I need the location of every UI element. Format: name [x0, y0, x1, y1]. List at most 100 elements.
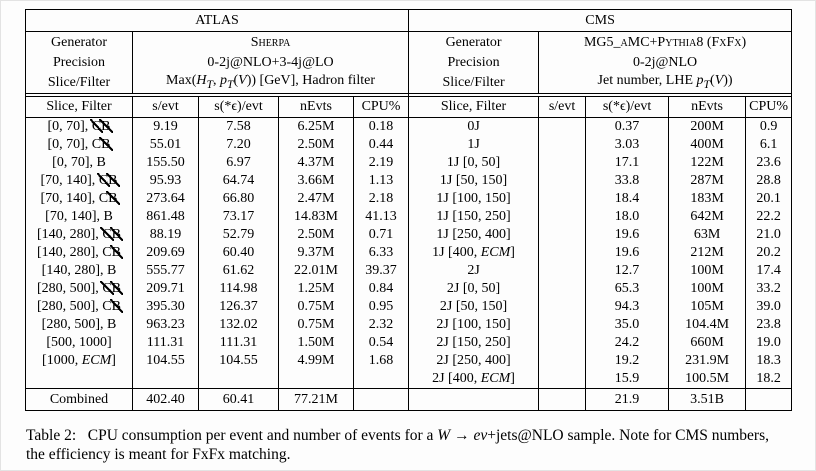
- atlas-cpu-cell: 2.19: [352, 153, 410, 172]
- cms-s-per-evt-cell: [538, 351, 587, 370]
- atlas-nevts-cell: 4.37M: [278, 153, 354, 172]
- cms-nevts-cell: 122M: [668, 153, 747, 172]
- cms-slice-filter-cell: 2J [400, ECM]: [408, 369, 540, 389]
- combined-row: Combined 402.40 60.41 77.21M 21.9 3.51B: [25, 387, 793, 411]
- cms-s-per-evt-cell: [538, 261, 587, 280]
- atlas-s-per-evt-cell: 104.55: [132, 351, 199, 370]
- table-row: [140, 280], CB 88.19 52.79 2.50M 0.71 1J [250…: [25, 225, 793, 244]
- cms-cpu-cell: 6.1: [745, 135, 793, 154]
- atlas-nevts-cell: [278, 369, 354, 389]
- cms-nevts-cell: 400M: [668, 135, 747, 154]
- cms-nevts-cell: 100.5M: [668, 369, 747, 389]
- cms-slice-filter-cell: 0J: [408, 117, 540, 136]
- table-header: ATLAS CMS Generator Sherpa Generator MG5…: [24, 9, 793, 118]
- cms-generator-value: MG5_aMC+Pythia8 (FxFx): [538, 31, 793, 52]
- atlas-s-per-evt-cell: 963.23: [132, 315, 199, 334]
- atlas-s-per-evt-cell: 55.01: [132, 135, 199, 154]
- table-row: [140, 280], B 555.77 61.62 22.01M 39.37 2J 12.…: [25, 261, 793, 280]
- cms-s-eff-per-evt-cell: 33.8: [585, 171, 670, 190]
- atlas-slice-filter-cell: [0, 70], CB: [25, 117, 133, 136]
- cms-slice-filter-value: Jet number, LHE pT(V)): [538, 72, 793, 94]
- table-row: 2J [400, ECM] 15.9 100.5M 18.2: [25, 369, 793, 389]
- atlas-nevts-cell: 2.50M: [278, 225, 354, 244]
- cms-s-eff-per-evt-cell: 19.6: [585, 225, 670, 244]
- cms-col-slice-filter: Slice, Filter: [408, 96, 540, 118]
- cms-cpu-cell: 17.4: [745, 261, 793, 280]
- atlas-s-eff-per-evt-cell: 132.02: [198, 315, 279, 334]
- atlas-nevts-cell: 77.21M: [278, 387, 354, 411]
- cms-s-per-evt-cell: [538, 333, 587, 352]
- cms-s-per-evt-cell: [538, 207, 587, 226]
- table-row: [1000, ECM] 104.55 104.55 4.99M 1.68 2J [250,…: [25, 351, 793, 370]
- atlas-slice-filter-cell: [70, 140], CB: [25, 171, 133, 190]
- cms-nevts-cell: 231.9M: [668, 351, 747, 370]
- atlas-cpu-cell: 1.13: [352, 171, 410, 190]
- atlas-col-cpu: CPU%: [352, 96, 410, 118]
- table-row: [70, 140], CB 95.93 64.74 3.66M 1.13 1J [50, …: [25, 171, 793, 190]
- cms-slice-filter-cell: 1J [250, 400]: [408, 225, 540, 244]
- atlas-s-eff-per-evt-cell: 73.17: [198, 207, 279, 226]
- cms-s-eff-per-evt-cell: 12.7: [585, 261, 670, 280]
- table-row: [70, 140], B 861.48 73.17 14.83M 41.13 1J [15…: [25, 207, 793, 226]
- cms-s-eff-per-evt-cell: 3.03: [585, 135, 670, 154]
- cms-col-cpu: CPU%: [745, 96, 793, 118]
- atlas-slice-filter-cell: [0, 70], B: [25, 153, 133, 172]
- atlas-cpu-cell: 0.84: [352, 279, 410, 298]
- atlas-title: ATLAS: [24, 9, 410, 32]
- cms-s-per-evt-cell: [538, 171, 587, 190]
- atlas-s-eff-per-evt-cell: 6.97: [198, 153, 279, 172]
- cms-s-eff-per-evt-cell: 0.37: [585, 117, 670, 136]
- cms-s-per-evt-cell: [538, 279, 587, 298]
- atlas-cpu-cell: 0.44: [352, 135, 410, 154]
- atlas-cpu-cell: 0.18: [352, 117, 410, 136]
- cms-s-per-evt-cell: [538, 369, 587, 389]
- atlas-cpu-cell: 1.68: [352, 351, 410, 370]
- atlas-s-eff-per-evt-cell: 7.58: [198, 117, 279, 136]
- atlas-slice-filter-cell: [140, 280], CB: [25, 225, 133, 244]
- cms-nevts-cell: 105M: [668, 297, 747, 316]
- cms-cpu-cell: 23.8: [745, 315, 793, 334]
- atlas-slice-filter-label: Slice/Filter: [25, 72, 133, 94]
- atlas-precision-value: 0-2j@NLO+3-4j@LO: [131, 52, 410, 72]
- table-row: [70, 140], CB 273.64 66.80 2.47M 2.18 1J [100…: [25, 189, 793, 208]
- atlas-s-eff-per-evt-cell: 60.40: [198, 243, 279, 262]
- cms-cpu-cell: 19.0: [745, 333, 793, 352]
- atlas-nevts-cell: 9.37M: [278, 243, 354, 262]
- atlas-col-s-eff-per-evt: s(*ϵ)/evt: [198, 96, 279, 118]
- slice-filter-row: Slice/Filter Max(HT, pT(V)) [GeV], Hadro…: [25, 72, 793, 94]
- atlas-s-per-evt-cell: 861.48: [132, 207, 199, 226]
- atlas-s-per-evt-cell: 209.69: [132, 243, 199, 262]
- atlas-cpu-cell: 2.32: [352, 315, 410, 334]
- double-rule: [24, 92, 793, 97]
- cms-cpu-cell: 23.6: [745, 153, 793, 172]
- cms-s-per-evt-cell: [538, 153, 587, 172]
- atlas-s-eff-per-evt-cell: 7.20: [198, 135, 279, 154]
- cms-s-eff-per-evt-cell: 24.2: [585, 333, 670, 352]
- atlas-s-per-evt-cell: 395.30: [132, 297, 199, 316]
- atlas-nevts-cell: 2.47M: [278, 189, 354, 208]
- atlas-s-per-evt-cell: 111.31: [132, 333, 199, 352]
- atlas-slice-filter-cell: [70, 140], CB: [25, 189, 133, 208]
- atlas-s-per-evt-cell: [132, 369, 199, 389]
- atlas-nevts-cell: 1.50M: [278, 333, 354, 352]
- cms-title: CMS: [408, 9, 793, 32]
- atlas-cpu-cell: 39.37: [352, 261, 410, 280]
- atlas-cpu-cell: 0.54: [352, 333, 410, 352]
- atlas-slice-filter-cell: [140, 280], B: [25, 261, 133, 280]
- cms-cpu-cell: 20.1: [745, 189, 793, 208]
- experiment-title-row: ATLAS CMS: [24, 9, 793, 32]
- cms-nevts-cell: 3.51B: [668, 387, 747, 411]
- atlas-s-eff-per-evt-cell: 61.62: [198, 261, 279, 280]
- cms-s-eff-per-evt-cell: 19.6: [585, 243, 670, 262]
- atlas-s-eff-per-evt-cell: 60.41: [198, 387, 279, 411]
- cms-slice-filter-cell: 1J [0, 50]: [408, 153, 540, 172]
- generator-row: Generator Sherpa Generator MG5_aMC+Pythi…: [25, 31, 793, 52]
- atlas-s-eff-per-evt-cell: 114.98: [198, 279, 279, 298]
- column-header-row: Slice, Filter s/evt s(*ϵ)/evt nEvts CPU%…: [25, 96, 793, 118]
- table-row: [0, 70], B 155.50 6.97 4.37M 2.19 1J [0, 50] 1…: [25, 153, 793, 172]
- cms-cpu-cell: 0.9: [745, 117, 793, 136]
- atlas-slice-filter-cell: [25, 369, 133, 389]
- table-body: [0, 70], CB 9.19 7.58 6.25M 0.18 0J 0.37 200M 0.…: [25, 117, 793, 411]
- cms-cpu-cell: 39.0: [745, 297, 793, 316]
